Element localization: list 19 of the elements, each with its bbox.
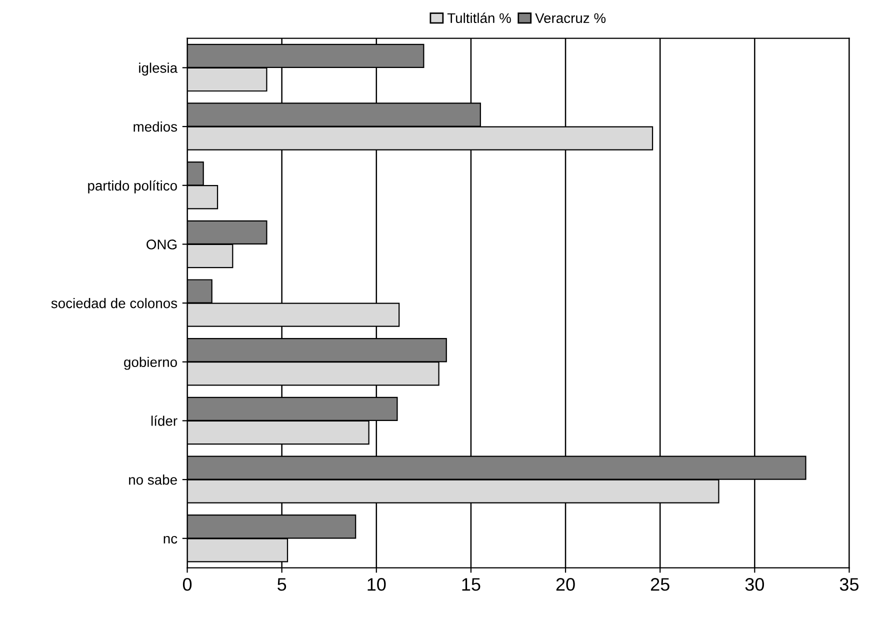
x-tick-label: 25 [650,578,670,591]
y-tick-label: nc [164,536,178,544]
y-tick-label: sociedad de colonos [51,298,178,308]
y-tick-label: líder [151,416,178,426]
y-tick-label: medios [134,122,178,132]
x-tick-label: 35 [840,578,859,591]
legend-label: Veracruz % [535,13,606,24]
y-tick-label: iglesia [139,62,178,76]
y-tick-label: partido político [88,180,177,194]
y-tick-label: no sabe [129,474,177,485]
legend-label: Tultitlán % [447,12,511,24]
y-tick-label: gobierno [124,356,177,370]
x-tick-label: 20 [556,578,575,591]
x-tick-label: 15 [462,578,480,591]
x-tick-label: 5 [278,578,286,591]
y-tick-label: ONG [146,240,177,250]
x-tick-label: 30 [745,578,764,591]
x-tick-label: 10 [368,578,386,591]
x-tick-label: 0 [182,578,192,591]
